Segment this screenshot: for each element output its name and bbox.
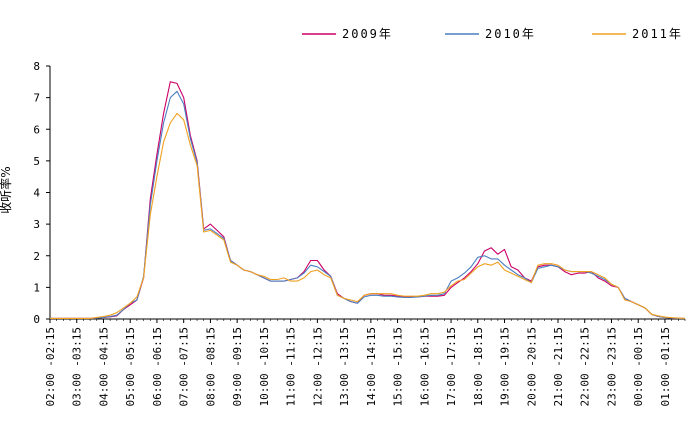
x-tick-label: 19:00 -19:15	[499, 327, 512, 406]
axes	[49, 66, 685, 320]
y-axis-label: 收听率%	[0, 166, 13, 213]
series-line-2	[50, 112, 686, 319]
y-axis-ticks: 0 1 2 3 4 5 6 7 8	[33, 60, 50, 326]
legend-label-0: 2009年	[342, 27, 393, 41]
x-tick-label: 06:00 -06:15	[151, 327, 164, 406]
x-tick-label: 11:00 -11:15	[285, 327, 298, 406]
x-tick-label: 02:00 -02:15	[44, 327, 57, 406]
x-tick-label: 15:00 -15:15	[392, 327, 405, 406]
y-tick-label: 6	[33, 123, 40, 136]
legend-label-1: 2010年	[485, 27, 536, 41]
x-tick-label: 22:00 -22:15	[579, 327, 592, 406]
x-tick-label: 08:00 -08:15	[204, 327, 217, 406]
x-tick-label: 01:00 -01:15	[659, 327, 672, 406]
x-tick-label: 21:00 -21:15	[552, 327, 565, 406]
x-tick-label: 00:00 -00:15	[632, 327, 645, 406]
x-tick-label: 12:00 -12:15	[311, 327, 324, 406]
x-tick-label: 03:00 -03:15	[71, 327, 84, 406]
series-lines	[50, 81, 686, 319]
x-tick-label: 07:00 -07:15	[178, 327, 191, 406]
x-tick-label: 20:00 -20:15	[525, 327, 538, 406]
x-tick-label: 05:00 -05:15	[124, 327, 137, 406]
x-tick-label: 09:00 -09:15	[231, 327, 244, 406]
x-axis-ticks: 02:00 -02:15 03:00 -03:15 04:00 -04:15 05:0…	[44, 319, 686, 406]
x-tick-label: 16:00 -16:15	[418, 327, 431, 406]
y-tick-label: 8	[33, 60, 40, 73]
y-tick-label: 1	[33, 281, 40, 294]
y-tick-label: 7	[33, 92, 40, 105]
y-tick-label: 3	[33, 218, 40, 231]
x-tick-label: 18:00 -18:15	[472, 327, 485, 406]
legend: 2009年 2010年 2011年	[302, 27, 683, 41]
y-tick-label: 2	[33, 250, 40, 263]
x-tick-label: 10:00 -10:15	[258, 327, 271, 406]
y-tick-label: 4	[33, 187, 40, 200]
x-tick-label: 14:00 -14:15	[365, 327, 378, 406]
series-line-1	[50, 90, 685, 319]
x-tick-label: 13:00 -13:15	[338, 327, 351, 406]
x-tick-label: 17:00 -17:15	[445, 327, 458, 406]
legend-label-2: 2011年	[632, 27, 683, 41]
series-line-0	[50, 81, 685, 319]
x-tick-label: 23:00 -23:15	[605, 327, 618, 406]
y-tick-label: 0	[33, 313, 40, 326]
y-tick-label: 5	[33, 155, 40, 168]
x-tick-label: 04:00 -04:15	[97, 327, 110, 406]
